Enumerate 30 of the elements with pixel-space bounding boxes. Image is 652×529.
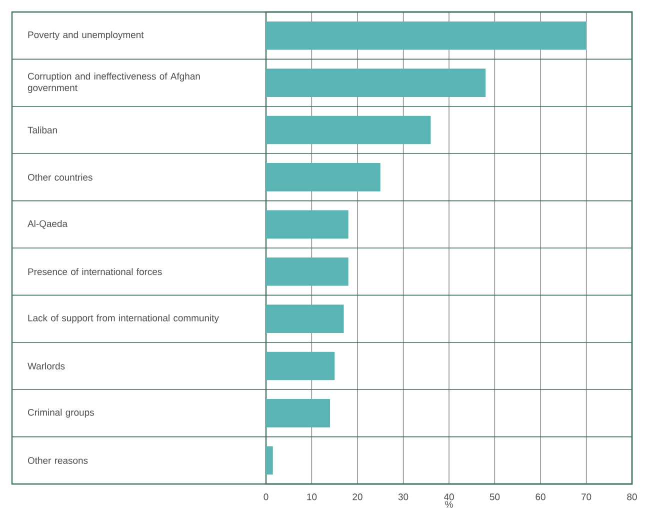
x-tick-label: 70 [581, 494, 592, 500]
bar [266, 116, 431, 144]
x-tick-label: 40 [444, 494, 454, 500]
y-tick-label: Warlords [28, 362, 65, 370]
bar [266, 210, 348, 239]
x-tick-label: 80 [627, 494, 637, 500]
x-tick-label: 20 [352, 494, 362, 500]
y-tick-label: Criminal groups [28, 408, 94, 418]
bar [266, 163, 380, 192]
y-tick-label: Corruption and ineffectiveness of Afghan government [28, 72, 200, 93]
bar [266, 257, 348, 286]
y-tick-label: Other reasons [28, 456, 88, 464]
bar [266, 352, 335, 380]
x-tick-label: 10 [307, 494, 317, 500]
y-tick-label: Taliban [28, 126, 57, 134]
x-tick-label: 60 [536, 494, 546, 500]
bar [266, 399, 330, 428]
y-tick-label: Other countries [28, 174, 92, 181]
bar [266, 304, 344, 333]
y-tick-label: Lack of support from international community [28, 314, 219, 324]
bar [266, 446, 273, 475]
x-tick-label: 50 [490, 494, 500, 500]
x-tick-label: 0 [264, 494, 268, 500]
bar [266, 68, 486, 97]
bar [266, 21, 586, 50]
y-tick-label: Poverty and unemployment [28, 31, 144, 40]
y-tick-label: Presence of international forces [28, 268, 162, 276]
y-tick-label: Al-Qaeda [28, 220, 68, 229]
x-axis-title: % [445, 501, 453, 508]
x-tick-label: 30 [398, 494, 408, 500]
